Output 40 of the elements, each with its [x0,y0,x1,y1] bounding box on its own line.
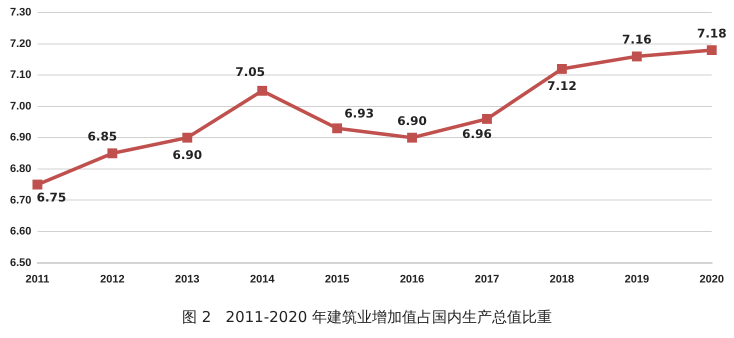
x-tick-label: 2012 [100,273,125,286]
x-tick-label: 2016 [400,273,424,286]
x-tick-label: 2020 [700,273,724,286]
point [257,86,268,96]
y-tick-label: 6.80 [10,163,32,176]
y-tick-label: 6.50 [10,256,32,269]
point [182,132,192,143]
x-tick-label: 2014 [250,273,276,286]
y-tick-label: 6.90 [10,132,32,144]
data-label: 7.05 [235,64,265,79]
x-tick-label: 2019 [624,273,650,286]
y-tick-label: 6.70 [10,194,32,206]
data-label: 7.12 [547,79,577,94]
point [706,45,717,56]
data-label: 6.75 [36,190,66,205]
x-tick-label: 2011 [25,273,50,286]
data-label: 6.90 [397,114,427,128]
y-tick-label: 6.60 [10,226,32,238]
data-label: 6.96 [462,127,492,142]
data-label: 7.16 [622,32,652,47]
point [407,132,417,143]
point [556,64,567,74]
x-tick-label: 2017 [474,273,500,286]
x-tick-label: 2018 [550,273,574,286]
data-label: 6.85 [88,129,118,144]
y-tick-label: 7.10 [10,69,32,82]
y-tick-label: 7.00 [10,100,32,112]
y-tick-label: 7.30 [10,6,32,19]
y-tick-label: 7.20 [10,38,32,50]
caption: 图 2 2011-2020 年建筑业增加值占国内生产总值比重 [180,308,554,327]
point [482,114,492,124]
data-label: 7.18 [696,26,727,40]
point [107,148,118,158]
data-label: 6.90 [172,148,202,162]
point [632,51,642,62]
data-label: 6.93 [344,106,374,120]
x-tick-label: 2013 [175,273,200,286]
point [332,123,342,134]
x-tick-label: 2015 [324,273,350,286]
point [32,180,42,190]
